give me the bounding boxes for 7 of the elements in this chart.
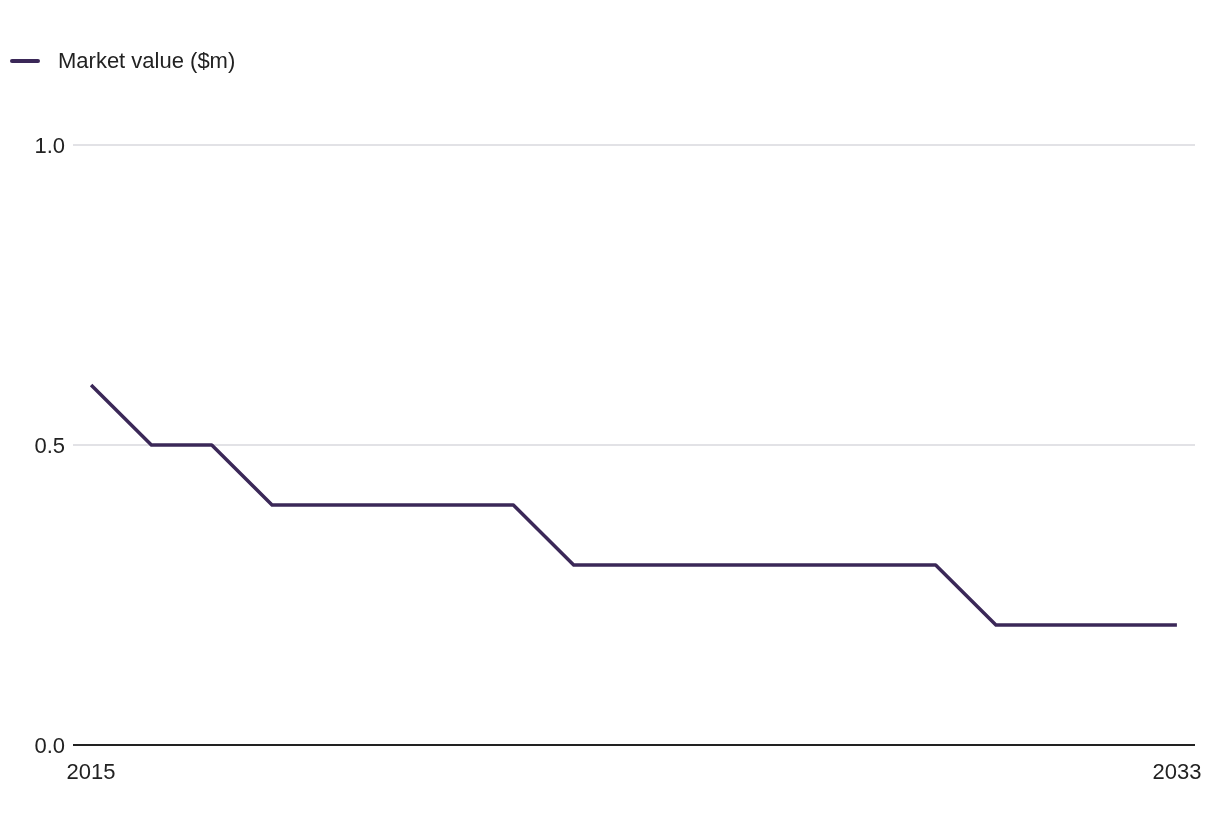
line-series — [89, 383, 1179, 627]
y-tick-label: 0.0 — [34, 732, 65, 758]
x-tick-label: 2015 — [66, 758, 116, 784]
legend-label: Market value ($m) — [58, 48, 236, 74]
y-tick-label: 1.0 — [34, 132, 65, 158]
x-tick-label: 2033 — [1152, 758, 1202, 784]
y-tick-label: 0.5 — [34, 432, 65, 458]
